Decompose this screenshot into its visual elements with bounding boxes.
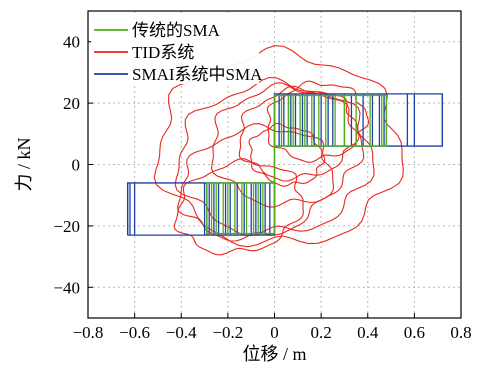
legend-box — [91, 14, 259, 84]
y-axis-label: 力 / kN — [14, 137, 34, 191]
x-tick-label: 0.6 — [404, 323, 425, 342]
x-tick-label: 0.4 — [357, 323, 379, 342]
x-tick-label: 0.2 — [311, 323, 332, 342]
legend-label: TID系统 — [132, 43, 194, 62]
legend: 传统的SMA TID系统 SMAI系统中SMA — [91, 14, 263, 84]
x-tick-label: 0 — [270, 323, 279, 342]
ticks: −0.8 −0.6 −0.4 −0.2 0 0.2 0.4 0.6 0.8 −40 −20 0 20 40 — [53, 33, 471, 342]
x-tick-label: −0.8 — [73, 323, 104, 342]
tid-loop — [173, 158, 304, 256]
y-tick-label: 40 — [63, 33, 80, 52]
tid-loop — [153, 45, 404, 248]
y-tick-label: −40 — [53, 278, 80, 297]
x-tick-label: 0.8 — [450, 323, 471, 342]
tid-loop — [238, 85, 360, 182]
tid-loop — [174, 76, 375, 237]
tid-loop — [211, 82, 365, 208]
x-tick-label: −0.6 — [119, 323, 150, 342]
y-tick-label: −20 — [53, 217, 80, 236]
legend-label: 传统的SMA — [132, 21, 221, 40]
y-tick-label: 0 — [72, 156, 81, 175]
x-tick-label: −0.4 — [166, 323, 197, 342]
x-tick-label: −0.2 — [212, 323, 243, 342]
series-layer — [126, 45, 444, 256]
tid-loop — [177, 123, 335, 242]
x-axis-label: 位移 / m — [242, 344, 306, 364]
legend-label: SMAI系统中SMA — [132, 65, 263, 84]
tid-loop — [266, 80, 370, 163]
y-tick-label: 20 — [63, 94, 80, 113]
